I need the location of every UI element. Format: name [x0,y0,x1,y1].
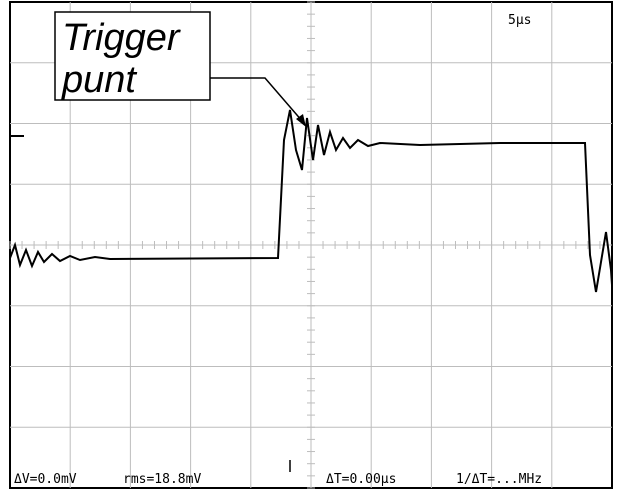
readout: ΔT=0.00µs [326,472,396,487]
readout: ΔV=0.0mV [14,472,77,487]
arrow-head [296,114,306,127]
arrow [210,77,304,123]
waveform [9,109,613,293]
label-line: punt [61,59,137,101]
label-box [54,11,211,101]
label-line: Trigger [62,17,181,59]
readout: rms=18.8mV [123,472,201,487]
readout: 1/ΔT=...MHz [456,472,542,487]
timebase: 5µs [508,13,531,28]
